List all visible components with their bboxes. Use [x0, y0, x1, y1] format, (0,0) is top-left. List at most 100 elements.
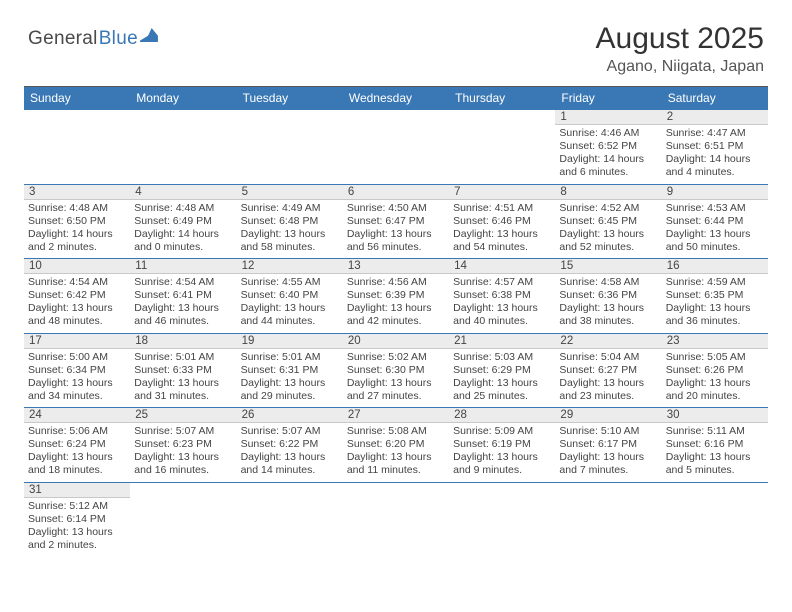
day-number: 18 — [130, 334, 236, 349]
day-day1: Daylight: 13 hours — [453, 451, 551, 464]
day-sunrise: Sunrise: 5:01 AM — [241, 351, 339, 364]
calendar-week: 17Sunrise: 5:00 AMSunset: 6:34 PMDayligh… — [24, 334, 768, 409]
calendar-day-empty — [343, 483, 449, 557]
calendar-day: 18Sunrise: 5:01 AMSunset: 6:33 PMDayligh… — [130, 334, 236, 408]
day-sunset: Sunset: 6:51 PM — [666, 140, 764, 153]
day-sunrise: Sunrise: 4:52 AM — [559, 202, 657, 215]
day-sunrise: Sunrise: 4:50 AM — [347, 202, 445, 215]
day-details: Sunrise: 5:02 AMSunset: 6:30 PMDaylight:… — [347, 351, 445, 404]
day-number: 1 — [555, 110, 661, 125]
calendar-day: 3 Sunrise: 4:48 AMSunset: 6:50 PMDaylight… — [24, 185, 130, 259]
day-day2: and 9 minutes. — [453, 464, 551, 477]
day-sunrise: Sunrise: 5:11 AM — [666, 425, 764, 438]
day-day2: and 27 minutes. — [347, 390, 445, 403]
day-details: Sunrise: 4:55 AMSunset: 6:40 PMDaylight:… — [241, 276, 339, 329]
day-day2: and 6 minutes. — [559, 166, 657, 179]
calendar-day: 27Sunrise: 5:08 AMSunset: 6:20 PMDayligh… — [343, 408, 449, 482]
logo-text-blue: Blue — [99, 28, 138, 50]
day-day1: Daylight: 13 hours — [28, 526, 126, 539]
day-sunrise: Sunrise: 5:03 AM — [453, 351, 551, 364]
day-sunset: Sunset: 6:39 PM — [347, 289, 445, 302]
day-sunrise: Sunrise: 4:48 AM — [134, 202, 232, 215]
calendar-day: 25Sunrise: 5:07 AMSunset: 6:23 PMDayligh… — [130, 408, 236, 482]
day-sunrise: Sunrise: 5:06 AM — [28, 425, 126, 438]
day-sunrise: Sunrise: 4:46 AM — [559, 127, 657, 140]
day-sunset: Sunset: 6:23 PM — [134, 438, 232, 451]
day-number: 21 — [449, 334, 555, 349]
day-number: 11 — [130, 259, 236, 274]
weekday-header: Monday — [130, 87, 236, 110]
day-sunset: Sunset: 6:31 PM — [241, 364, 339, 377]
calendar-day: 10 Sunrise: 4:54 AMSunset: 6:42 PMDayligh… — [24, 259, 130, 333]
day-sunset: Sunset: 6:41 PM — [134, 289, 232, 302]
day-details: Sunrise: 5:04 AMSunset: 6:27 PMDaylight:… — [559, 351, 657, 404]
day-number: 17 — [24, 334, 130, 349]
day-day2: and 38 minutes. — [559, 315, 657, 328]
day-sunrise: Sunrise: 4:56 AM — [347, 276, 445, 289]
day-number: 3 — [24, 185, 130, 200]
location-subtitle: Agano, Niigata, Japan — [596, 58, 764, 76]
day-day2: and 48 minutes. — [28, 315, 126, 328]
day-day1: Daylight: 14 hours — [559, 153, 657, 166]
calendar-day: 31Sunrise: 5:12 AMSunset: 6:14 PMDayligh… — [24, 483, 130, 557]
day-sunset: Sunset: 6:34 PM — [28, 364, 126, 377]
day-sunrise: Sunrise: 4:55 AM — [241, 276, 339, 289]
day-day1: Daylight: 13 hours — [28, 377, 126, 390]
day-details: Sunrise: 5:07 AMSunset: 6:22 PMDaylight:… — [241, 425, 339, 478]
day-day2: and 58 minutes. — [241, 241, 339, 254]
day-day2: and 29 minutes. — [241, 390, 339, 403]
day-sunrise: Sunrise: 5:01 AM — [134, 351, 232, 364]
day-day2: and 2 minutes. — [28, 241, 126, 254]
day-details: Sunrise: 4:58 AMSunset: 6:36 PMDaylight:… — [559, 276, 657, 329]
day-day2: and 46 minutes. — [134, 315, 232, 328]
day-day2: and 4 minutes. — [666, 166, 764, 179]
day-sunset: Sunset: 6:19 PM — [453, 438, 551, 451]
calendar-day: 28Sunrise: 5:09 AMSunset: 6:19 PMDayligh… — [449, 408, 555, 482]
calendar: SundayMondayTuesdayWednesdayThursdayFrid… — [24, 86, 768, 556]
day-number: 19 — [237, 334, 343, 349]
calendar-day-empty — [237, 110, 343, 184]
day-day1: Daylight: 13 hours — [559, 302, 657, 315]
day-sunrise: Sunrise: 5:04 AM — [559, 351, 657, 364]
day-details: Sunrise: 4:48 AMSunset: 6:50 PMDaylight:… — [28, 202, 126, 255]
day-details: Sunrise: 4:51 AMSunset: 6:46 PMDaylight:… — [453, 202, 551, 255]
day-day2: and 14 minutes. — [241, 464, 339, 477]
day-sunrise: Sunrise: 4:59 AM — [666, 276, 764, 289]
day-number: 28 — [449, 408, 555, 423]
day-day1: Daylight: 13 hours — [559, 228, 657, 241]
calendar-day: 22Sunrise: 5:04 AMSunset: 6:27 PMDayligh… — [555, 334, 661, 408]
day-sunrise: Sunrise: 5:05 AM — [666, 351, 764, 364]
day-day1: Daylight: 13 hours — [28, 451, 126, 464]
day-day2: and 54 minutes. — [453, 241, 551, 254]
day-day1: Daylight: 13 hours — [347, 377, 445, 390]
day-day1: Daylight: 13 hours — [559, 377, 657, 390]
day-day1: Daylight: 13 hours — [559, 451, 657, 464]
day-number: 20 — [343, 334, 449, 349]
day-details: Sunrise: 4:48 AMSunset: 6:49 PMDaylight:… — [134, 202, 232, 255]
day-sunset: Sunset: 6:14 PM — [28, 513, 126, 526]
calendar-day-empty — [662, 483, 768, 557]
calendar-day-empty — [449, 110, 555, 184]
day-number: 10 — [24, 259, 130, 274]
calendar-day: 24Sunrise: 5:06 AMSunset: 6:24 PMDayligh… — [24, 408, 130, 482]
day-details: Sunrise: 5:06 AMSunset: 6:24 PMDaylight:… — [28, 425, 126, 478]
calendar-day-empty — [24, 110, 130, 184]
day-sunset: Sunset: 6:20 PM — [347, 438, 445, 451]
calendar-day: 17Sunrise: 5:00 AMSunset: 6:34 PMDayligh… — [24, 334, 130, 408]
day-day2: and 52 minutes. — [559, 241, 657, 254]
day-sunrise: Sunrise: 4:58 AM — [559, 276, 657, 289]
day-details: Sunrise: 4:54 AMSunset: 6:42 PMDaylight:… — [28, 276, 126, 329]
day-day1: Daylight: 14 hours — [28, 228, 126, 241]
day-details: Sunrise: 5:03 AMSunset: 6:29 PMDaylight:… — [453, 351, 551, 404]
day-number: 14 — [449, 259, 555, 274]
day-number: 31 — [24, 483, 130, 498]
day-sunset: Sunset: 6:27 PM — [559, 364, 657, 377]
day-details: Sunrise: 4:47 AMSunset: 6:51 PMDaylight:… — [666, 127, 764, 180]
day-day1: Daylight: 13 hours — [666, 377, 764, 390]
day-sunset: Sunset: 6:47 PM — [347, 215, 445, 228]
weekday-header: Thursday — [449, 87, 555, 110]
calendar-day-empty — [130, 483, 236, 557]
day-day1: Daylight: 13 hours — [347, 302, 445, 315]
day-day1: Daylight: 13 hours — [453, 302, 551, 315]
day-sunrise: Sunrise: 4:51 AM — [453, 202, 551, 215]
